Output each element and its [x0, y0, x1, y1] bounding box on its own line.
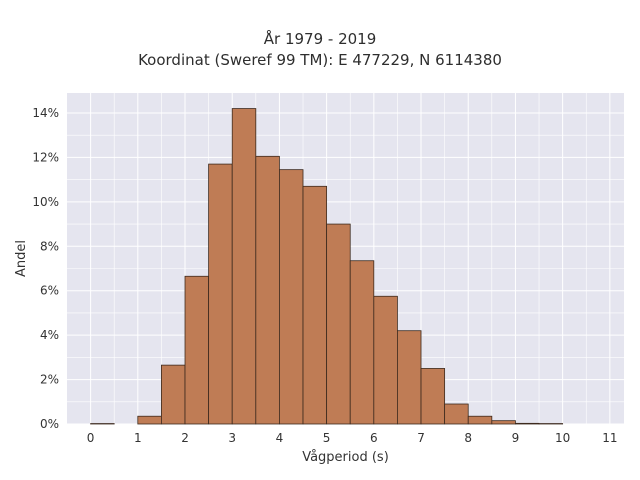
y-tick-label: 2%: [40, 373, 59, 387]
x-axis-title: Vågperiod (s): [302, 450, 389, 465]
histogram-bar: [420, 368, 446, 425]
y-tick-label: 8%: [40, 239, 59, 253]
bars: [90, 108, 564, 425]
histogram-bar: [231, 108, 257, 425]
x-tick-label: 3: [228, 431, 236, 445]
histogram-bar: [161, 364, 186, 425]
chart-subtitle: Koordinat (Sweref 99 TM): E 477229, N 61…: [138, 51, 502, 69]
x-tick-label: 8: [464, 431, 472, 445]
histogram-bar: [255, 155, 280, 425]
histogram-bar: [444, 403, 469, 425]
chart-title: År 1979 - 2019: [263, 30, 377, 48]
y-tick-label: 12%: [32, 150, 59, 164]
histogram-bar: [137, 415, 162, 425]
x-tick-label: 9: [512, 431, 520, 445]
histogram-bar: [279, 169, 304, 425]
y-axis-title: Andel: [14, 240, 29, 277]
histogram-bar: [302, 185, 328, 425]
x-tick-label: 2: [181, 431, 189, 445]
x-tick-label: 10: [555, 431, 570, 445]
x-axis-ticks: 0 1 2 3 4 5 6 7 8 9 10 11: [87, 431, 618, 445]
histogram-bar: [491, 420, 516, 425]
histogram-bar: [326, 223, 351, 425]
histogram-bar: [397, 330, 422, 425]
x-tick-label: 1: [134, 431, 142, 445]
y-tick-label: 0%: [40, 417, 59, 431]
histogram-bar: [208, 163, 233, 425]
x-tick-label: 7: [417, 431, 425, 445]
y-tick-label: 6%: [40, 284, 59, 298]
x-tick-label: 11: [602, 431, 617, 445]
y-tick-label: 14%: [32, 106, 59, 120]
x-tick-label: 5: [323, 431, 331, 445]
histogram-bar: [467, 415, 493, 425]
x-tick-label: 4: [276, 431, 284, 445]
y-axis-ticks: 0% 2% 4% 6% 8% 10% 12% 14%: [32, 106, 59, 431]
x-tick-label: 0: [87, 431, 95, 445]
y-tick-label: 4%: [40, 328, 59, 342]
y-tick-label: 10%: [32, 195, 59, 209]
histogram-bar: [349, 260, 375, 425]
histogram-bar: [515, 422, 540, 425]
x-tick-label: 6: [370, 431, 378, 445]
histogram-bar: [373, 295, 398, 425]
histogram-bar: [184, 275, 210, 425]
